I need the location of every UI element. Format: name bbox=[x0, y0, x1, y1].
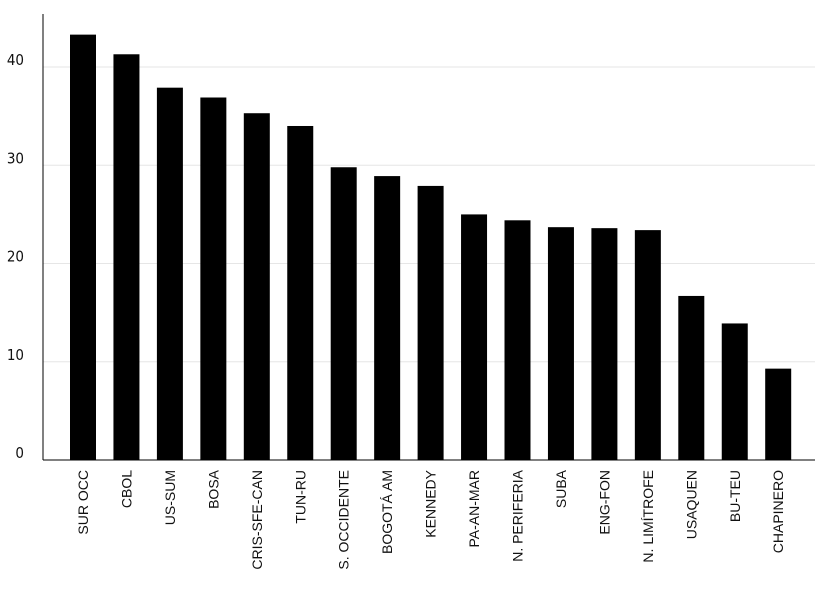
x-tick-label: KENNEDY bbox=[423, 469, 439, 537]
x-tick-label: N. PERIFERIA bbox=[510, 469, 526, 561]
x-tick-label: PA-AN-MAR bbox=[466, 470, 482, 548]
bar bbox=[547, 227, 574, 460]
y-tick-label: 40 bbox=[7, 51, 24, 69]
x-tick-label: TUN-RU bbox=[292, 470, 308, 524]
bar bbox=[461, 214, 488, 460]
x-tick-label: ENG-FON bbox=[596, 470, 612, 535]
x-tick-label: CHAPINERO bbox=[770, 470, 786, 553]
x-tick-label: BOSA bbox=[205, 469, 221, 509]
bar bbox=[287, 125, 314, 461]
x-tick-label: CBOL bbox=[118, 470, 134, 508]
bar bbox=[156, 87, 183, 461]
bar bbox=[721, 323, 748, 460]
bar bbox=[417, 185, 444, 460]
x-tick-label: SUR OCC bbox=[75, 470, 91, 535]
y-tick-label: 30 bbox=[7, 149, 24, 167]
bar bbox=[330, 167, 357, 460]
x-tick-label: N. LIMÍTROFE bbox=[640, 470, 656, 563]
x-tick-label: SUBA bbox=[553, 469, 569, 508]
bar bbox=[200, 97, 227, 461]
bar bbox=[765, 368, 792, 460]
bar bbox=[113, 54, 140, 461]
bar bbox=[591, 228, 618, 460]
x-tick-label: USAQUEN bbox=[683, 470, 699, 539]
x-tick-label: US-SUM bbox=[162, 470, 178, 525]
bar bbox=[634, 230, 661, 460]
bar bbox=[504, 220, 531, 460]
bar bbox=[678, 295, 705, 460]
x-tick-label: S. OCCIDENTE bbox=[336, 470, 352, 570]
bar bbox=[70, 34, 96, 461]
bar bbox=[243, 113, 270, 460]
bar bbox=[374, 176, 401, 460]
y-tick-label: 10 bbox=[7, 346, 24, 364]
x-tick-label: BU-TEU bbox=[727, 470, 743, 522]
x-tick-label: BOGOTÁ AM bbox=[379, 470, 395, 554]
x-tick-label: CRIS-SFE-CAN bbox=[249, 470, 265, 570]
y-tick-label: 20 bbox=[7, 248, 24, 266]
y-tick-label: 0 bbox=[15, 444, 24, 462]
